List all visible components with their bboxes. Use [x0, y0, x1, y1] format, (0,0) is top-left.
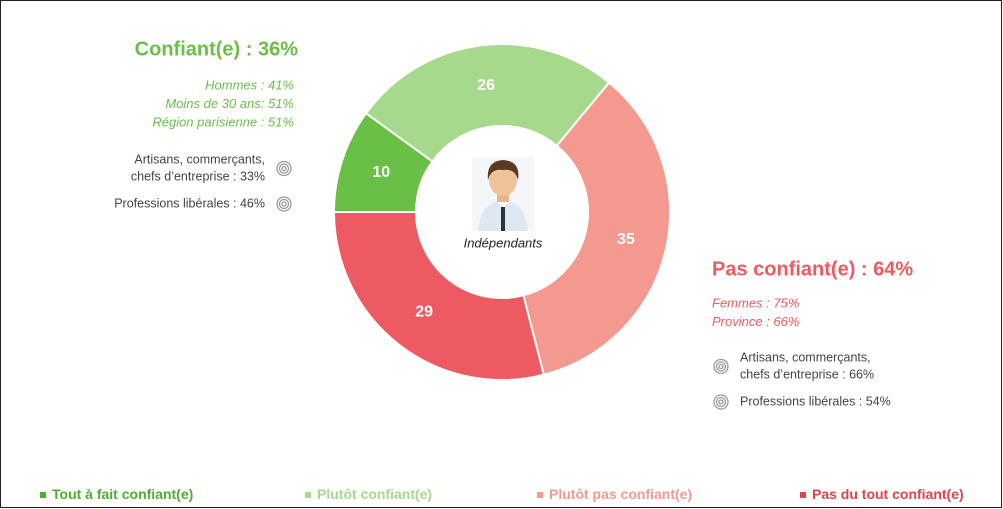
- segment-text: chefs d’entreprise : 33%: [131, 169, 265, 183]
- legend-swatch: [40, 492, 46, 498]
- target-icon: [280, 164, 289, 173]
- detail: Femmes : 75%: [712, 295, 799, 310]
- target-icon: [717, 398, 726, 407]
- target-icon: [282, 202, 286, 206]
- data-label: 26: [477, 77, 495, 94]
- legend-label: Tout à fait confiant(e): [52, 486, 193, 502]
- segment-text: Artisans, commerçants,: [740, 350, 871, 364]
- detail: Province : 66%: [712, 314, 799, 329]
- center-label: Indépendants: [464, 235, 543, 250]
- target-icon: [280, 200, 289, 209]
- data-label: 35: [617, 231, 635, 248]
- detail: Hommes : 41%: [205, 77, 294, 92]
- legend-label: Plutôt pas confiant(e): [549, 486, 692, 502]
- legend-swatch: [537, 492, 543, 498]
- target-icon: [719, 400, 723, 404]
- segment-text: chefs d’entreprise : 66%: [740, 367, 874, 381]
- detail: Région parisienne : 51%: [152, 114, 294, 129]
- legend-label: Pas du tout confiant(e): [812, 486, 964, 502]
- target-icon: [717, 362, 726, 371]
- legend-label: Plutôt confiant(e): [317, 486, 432, 502]
- chart: 10 26 35 29 Indépendants Confiant(e) : 36% Ho…: [0, 0, 1003, 509]
- data-label: 29: [415, 304, 433, 321]
- segment-text: Professions libérales : 54%: [740, 394, 891, 408]
- segment-text: Professions libérales : 46%: [114, 196, 265, 210]
- legend-swatch: [800, 492, 806, 498]
- headline: Pas confiant(e) : 64%: [712, 258, 913, 280]
- person-icon: [472, 157, 534, 231]
- segment-text: Artisans, commerçants,: [134, 152, 265, 166]
- target-icon: [719, 365, 723, 369]
- legend-swatch: [305, 492, 311, 498]
- target-icon: [282, 167, 286, 171]
- detail: Moins de 30 ans: 51%: [165, 96, 294, 111]
- headline: Confiant(e) : 36%: [135, 38, 299, 60]
- data-label: 10: [372, 164, 390, 181]
